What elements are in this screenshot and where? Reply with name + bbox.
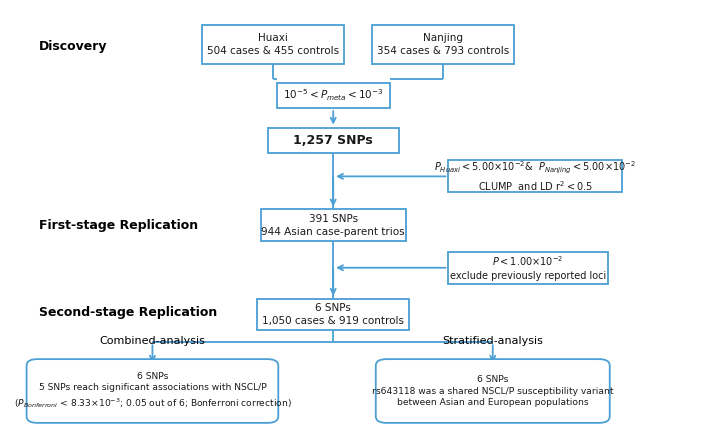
Text: Nanjing
354 cases & 793 controls: Nanjing 354 cases & 793 controls [377, 33, 509, 56]
FancyBboxPatch shape [449, 161, 623, 192]
FancyBboxPatch shape [257, 298, 410, 331]
Text: Combined-analysis: Combined-analysis [99, 336, 206, 346]
FancyBboxPatch shape [372, 25, 514, 64]
Text: Discovery: Discovery [39, 40, 108, 53]
Text: 391 SNPs
944 Asian case-parent trios: 391 SNPs 944 Asian case-parent trios [262, 214, 405, 237]
FancyBboxPatch shape [277, 83, 390, 108]
Text: 6 SNPs
5 SNPs reach significant associations with NSCL/P
($P_{Bonferroni}$ < 8.3: 6 SNPs 5 SNPs reach significant associat… [13, 372, 291, 410]
FancyBboxPatch shape [448, 252, 608, 284]
Text: 1,257 SNPs: 1,257 SNPs [294, 134, 373, 147]
Text: $P$$<$1.00$\times$10$^{-2}$
exclude previously reported loci: $P$$<$1.00$\times$10$^{-2}$ exclude prev… [450, 255, 606, 281]
FancyBboxPatch shape [267, 128, 398, 153]
Text: First-stage Replication: First-stage Replication [39, 219, 198, 232]
FancyBboxPatch shape [261, 210, 406, 241]
FancyBboxPatch shape [202, 25, 344, 64]
Text: $10^{-5}$$<$$P_{meta}$$<$$10^{-3}$: $10^{-5}$$<$$P_{meta}$$<$$10^{-3}$ [283, 88, 384, 103]
Text: Second-stage Replication: Second-stage Replication [39, 306, 217, 319]
Text: Huaxi
504 cases & 455 controls: Huaxi 504 cases & 455 controls [207, 33, 339, 56]
Text: $P_{Huaxi}$$<$5.00$\times$10$^{-2}$&  $P_{Nanjing}$$<$5.00$\times$10$^{-2}$
CLUM: $P_{Huaxi}$$<$5.00$\times$10$^{-2}$& $P_… [434, 159, 637, 193]
Text: 6 SNPs
1,050 cases & 919 controls: 6 SNPs 1,050 cases & 919 controls [262, 303, 404, 326]
FancyBboxPatch shape [26, 359, 278, 423]
Text: 6 SNPs
rs643118 was a shared NSCL/P susceptibility variant
between Asian and Eur: 6 SNPs rs643118 was a shared NSCL/P susc… [372, 375, 613, 407]
FancyBboxPatch shape [376, 359, 610, 423]
Text: Stratified-analysis: Stratified-analysis [442, 336, 543, 346]
